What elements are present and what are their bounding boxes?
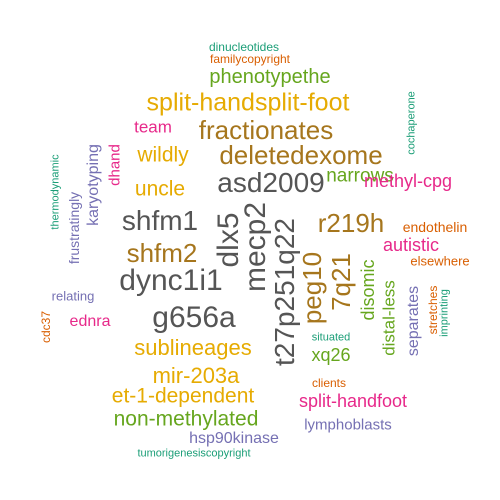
- word: fractionates: [198, 115, 334, 145]
- word: peg10: [297, 251, 327, 325]
- word: g656a: [152, 301, 236, 334]
- word: r219h: [317, 208, 385, 238]
- word: disomic: [358, 259, 378, 321]
- word: frustratingly: [66, 191, 82, 265]
- word: relating: [51, 288, 95, 304]
- word: mir-203a: [152, 363, 240, 388]
- word: 7q21: [326, 253, 356, 311]
- word: distal-less: [379, 280, 399, 356]
- word: methyl-cpg: [363, 171, 453, 191]
- word: shfm1: [121, 205, 199, 236]
- word: mecp2: [239, 201, 272, 293]
- word: et-1-dependent: [111, 384, 255, 408]
- word: autistic: [382, 235, 440, 255]
- word: cdc37: [39, 310, 53, 344]
- word: non-methylated: [113, 407, 259, 431]
- word: thermodynamic: [49, 154, 62, 230]
- word: karyotyping: [85, 144, 102, 226]
- word: deletedexome: [219, 140, 383, 170]
- word: split-handfoot: [298, 391, 408, 411]
- word: imprinting: [438, 289, 451, 337]
- word: lymphoblasts: [304, 416, 392, 434]
- word: separates: [405, 285, 422, 357]
- word: stretches: [426, 285, 440, 335]
- word: cochaperone: [405, 91, 418, 155]
- word: dync1i1: [119, 264, 223, 297]
- word: hsp90kinase: [189, 430, 279, 447]
- word: situated: [311, 331, 351, 344]
- word: team: [134, 117, 172, 137]
- word: dinucleotides: [208, 40, 280, 54]
- word: xq26: [311, 345, 351, 365]
- word: familycopyright: [209, 52, 291, 66]
- word: clients: [311, 376, 347, 390]
- word: uncle: [134, 177, 186, 201]
- word: tumorigenesiscopyright: [137, 447, 251, 460]
- word: asd2009: [217, 167, 325, 198]
- word: endothelin: [402, 219, 468, 235]
- word: elsewhere: [410, 253, 470, 269]
- word: t27p251q22: [269, 218, 300, 366]
- word: narrows: [326, 165, 394, 187]
- word: shfm2: [126, 238, 198, 268]
- word: ednra: [69, 313, 111, 330]
- word: dhand: [106, 144, 124, 186]
- word: split-handsplit-foot: [146, 88, 350, 117]
- word: phenotypethe: [209, 66, 331, 88]
- word: wildly: [137, 143, 189, 167]
- word: sublineages: [134, 335, 252, 360]
